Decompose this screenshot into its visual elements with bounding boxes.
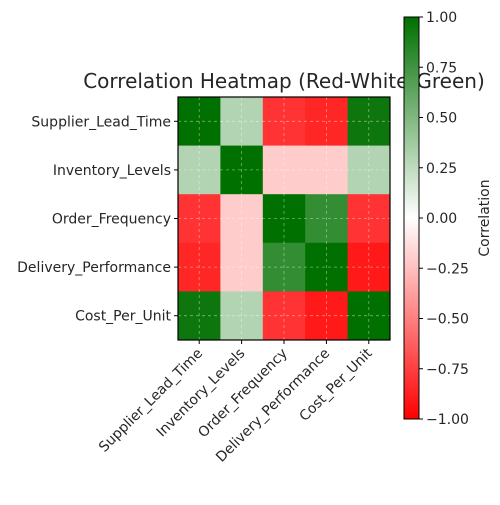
heatmap-cell — [262, 97, 306, 147]
heatmap-cell — [262, 194, 306, 244]
heatmap-cell — [178, 97, 221, 147]
heatmap-cell — [262, 145, 306, 195]
colorbar-tick-label: 0.50 — [426, 111, 457, 127]
heatmap-cell — [347, 194, 391, 244]
chart-title: Correlation Heatmap (Red-White-Green) — [83, 69, 485, 93]
heatmap-cell — [262, 242, 306, 292]
heatmap-cell — [305, 145, 349, 195]
x-tick-label: Cost_Per_Unit — [296, 345, 376, 425]
heatmap-cell — [305, 242, 349, 292]
heatmap-cell — [178, 291, 221, 341]
colorbar-tick-label: 0.25 — [426, 161, 457, 177]
colorbar-tick-label: 0.00 — [426, 211, 457, 227]
y-tick-label: Order_Frequency — [52, 212, 171, 228]
heatmap-cell — [347, 145, 391, 195]
colorbar-tick-label: −1.00 — [426, 412, 469, 428]
heatmap-cell — [262, 291, 306, 341]
heatmap-cells — [178, 97, 391, 341]
colorbar-tick-label: −0.75 — [426, 362, 469, 378]
colorbar-tick-label: −0.25 — [426, 261, 469, 277]
heatmap-cell — [347, 97, 391, 147]
heatmap-cell — [220, 291, 264, 341]
heatmap-cell — [305, 291, 349, 341]
heatmap-cell — [347, 242, 391, 292]
colorbar-label: Correlation — [477, 179, 493, 256]
y-tick-label: Inventory_Levels — [53, 163, 171, 179]
x-tick-labels: Supplier_Lead_TimeInventory_LevelsOrder_… — [96, 340, 376, 466]
heatmap-cell — [178, 194, 221, 244]
colorbar-tick-label: 1.00 — [426, 10, 457, 26]
colorbar-tick-label: −0.50 — [426, 312, 469, 328]
heatmap-cell — [305, 194, 349, 244]
y-tick-labels: Supplier_Lead_Time Inventory_Levels Order_… — [17, 114, 178, 325]
y-tick-label: Delivery_Performance — [17, 260, 171, 276]
heatmap-cell — [305, 97, 349, 147]
heatmap-cell — [178, 242, 221, 292]
heatmap-cell — [220, 242, 264, 292]
colorbar-ticks: 1.00 0.75 0.50 0.25 0.00 −0.25 −0.50 −0.75 −1.00 — [419, 10, 469, 428]
y-tick-label: Supplier_Lead_Time — [31, 114, 171, 130]
heatmap-cell — [220, 145, 264, 195]
heatmap-cell — [220, 97, 264, 147]
colorbar: 1.00 0.75 0.50 0.25 0.00 −0.25 −0.50 −0.75 −1.00… — [403, 10, 493, 428]
colorbar-gradient — [403, 16, 420, 420]
heatmap-gridlines — [178, 97, 390, 340]
y-tick-label: Cost_Per_Unit — [75, 309, 171, 325]
colorbar-tick-label: 0.75 — [426, 60, 457, 76]
heatmap-cell — [220, 194, 264, 244]
heatmap-cell — [347, 291, 391, 341]
heatmap-cell — [178, 145, 221, 195]
